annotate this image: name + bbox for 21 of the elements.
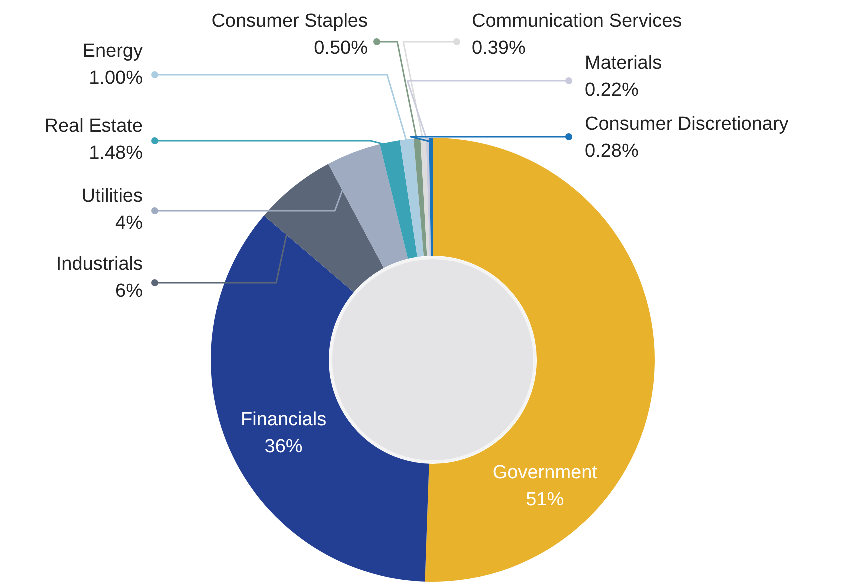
slice-label: Industrials <box>56 254 143 275</box>
slice-label: Utilities <box>82 186 143 207</box>
data-label: 51% <box>526 489 564 510</box>
slice-label: Financials <box>241 410 327 431</box>
data-label: 4% <box>116 213 144 234</box>
data-label: 0.22% <box>585 80 639 101</box>
data-label: 36% <box>264 436 303 458</box>
slice-label: Energy <box>82 41 144 62</box>
slice-label: Communication Services <box>472 11 682 32</box>
data-label: 0.50% <box>314 38 368 59</box>
slice-label: Consumer Staples <box>212 11 368 32</box>
data-label: 0.28% <box>585 141 639 162</box>
data-label: 1.00% <box>89 68 144 89</box>
slice-label: Materials <box>585 53 662 74</box>
data-label: 6% <box>116 281 144 302</box>
slice-label: Real Estate <box>44 116 143 137</box>
data-label: 0.39% <box>472 38 526 59</box>
slice-label: Government <box>492 462 598 484</box>
donut-slice <box>211 216 430 582</box>
legend-label: Consumer Discretionary <box>585 114 790 135</box>
data-label: 1.48% <box>89 143 144 164</box>
